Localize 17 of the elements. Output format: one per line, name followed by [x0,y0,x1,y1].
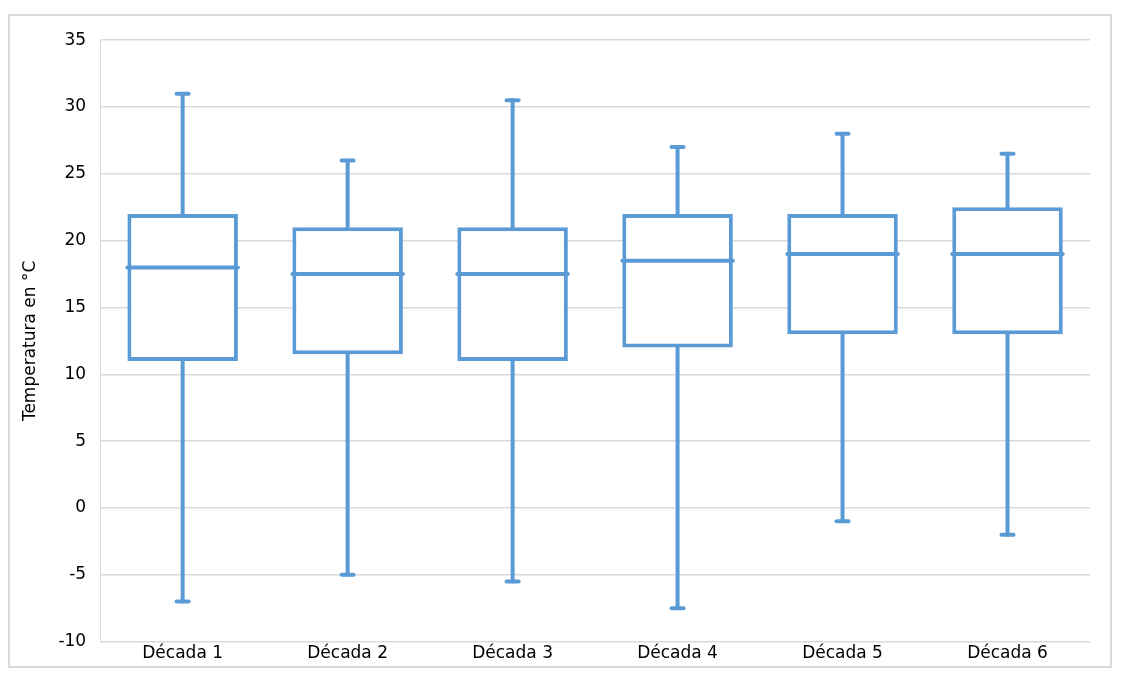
y-tick-label: 15 [64,295,87,316]
y-tick-label: 0 [75,496,87,517]
x-tick-label: Década 1 [142,642,224,663]
y-tick-label: 20 [64,229,87,250]
y-tick-label: -5 [69,563,87,584]
y-axis-title: Temperatura en °C [18,260,39,423]
x-tick-label: Década 2 [307,642,388,663]
x-tick-label: Década 4 [637,642,718,663]
y-tick-label: 35 [64,28,87,49]
y-tick-label: -10 [58,630,87,651]
x-tick-label: Década 3 [472,642,553,663]
y-tick-label: 30 [64,95,87,116]
y-tick-label: 5 [75,429,87,450]
y-tick-label: 25 [64,162,87,183]
y-tick-label: 10 [64,362,87,383]
x-tick-label: Década 6 [967,642,1048,663]
x-tick-label: Década 5 [802,642,883,663]
